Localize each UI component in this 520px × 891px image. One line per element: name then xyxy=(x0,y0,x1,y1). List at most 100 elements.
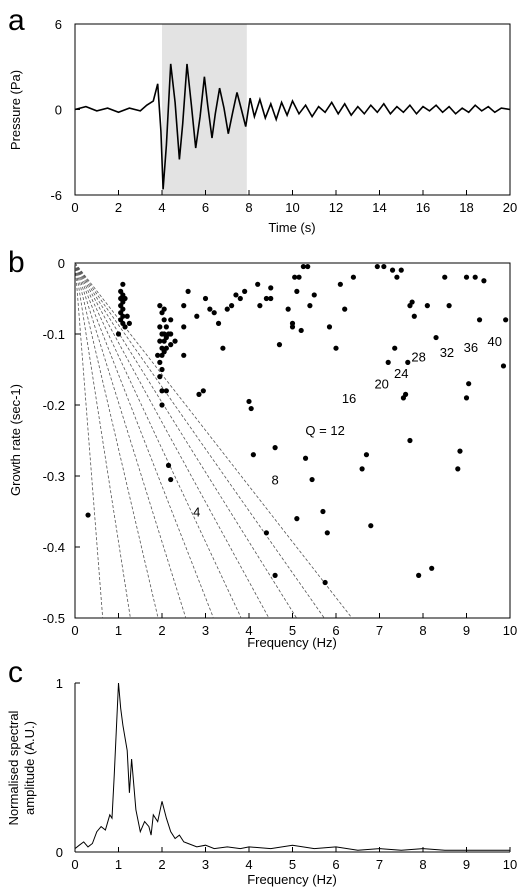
data-point xyxy=(122,295,128,302)
q-line xyxy=(74,262,104,619)
data-point xyxy=(305,263,311,270)
q-line xyxy=(74,262,187,619)
data-point xyxy=(165,462,172,468)
data-point xyxy=(472,274,478,280)
data-point xyxy=(466,381,472,387)
panel-a-letter: a xyxy=(8,4,25,37)
q-line xyxy=(74,262,325,619)
data-point xyxy=(481,278,487,284)
q-label: 36 xyxy=(464,340,478,355)
panel-c-ylabel-line2: amplitude (A.U.) xyxy=(22,721,37,815)
x-tick-label: 20 xyxy=(503,200,517,215)
data-point xyxy=(381,263,387,270)
y-tick-label: -0.3 xyxy=(43,469,65,484)
data-point xyxy=(159,402,165,408)
x-tick-label: 14 xyxy=(372,200,386,215)
spectrum-line xyxy=(74,682,510,851)
data-point xyxy=(333,345,339,351)
data-point xyxy=(196,391,202,397)
x-tick-label: 4 xyxy=(245,857,252,872)
data-point xyxy=(503,317,509,323)
x-tick-label: 6 xyxy=(332,857,339,872)
data-point xyxy=(157,338,163,344)
data-point xyxy=(263,530,269,536)
data-point xyxy=(311,292,317,298)
data-point xyxy=(429,565,435,571)
data-point xyxy=(442,274,448,280)
data-point xyxy=(389,267,396,273)
data-point xyxy=(394,274,400,280)
x-tick-label: 0 xyxy=(71,200,78,215)
x-tick-label: 9 xyxy=(463,857,470,872)
data-point xyxy=(285,306,291,312)
data-point xyxy=(326,324,333,330)
data-point xyxy=(257,303,263,309)
data-point xyxy=(161,306,167,312)
data-point xyxy=(424,303,430,309)
data-point xyxy=(168,476,174,483)
data-point xyxy=(433,334,439,341)
panel-c-ylabel-line1: Normalised spectral xyxy=(6,710,21,825)
x-tick-label: 10 xyxy=(503,857,517,872)
data-point xyxy=(337,281,343,287)
data-point xyxy=(172,338,178,344)
data-point xyxy=(309,476,315,483)
y-tick-label: 0 xyxy=(58,256,65,271)
data-point xyxy=(224,306,230,312)
data-point xyxy=(411,313,417,319)
data-point xyxy=(368,523,374,529)
q-label: 28 xyxy=(411,350,425,365)
data-point xyxy=(85,512,91,518)
data-point xyxy=(155,352,161,358)
q-label: 24 xyxy=(394,366,408,381)
data-point xyxy=(294,516,300,522)
data-point xyxy=(350,274,356,280)
y-tick-label: -0.1 xyxy=(43,327,65,342)
x-tick-label: 8 xyxy=(419,623,426,638)
data-point xyxy=(322,579,328,586)
data-point xyxy=(398,267,404,273)
data-point xyxy=(120,306,126,312)
data-point xyxy=(194,313,200,319)
q-label: 32 xyxy=(440,345,454,360)
x-tick-label: 16 xyxy=(416,200,430,215)
panel-a-ylabel: Pressure (Pa) xyxy=(8,70,23,150)
q-label: 8 xyxy=(271,473,278,488)
data-point xyxy=(446,303,452,309)
data-point xyxy=(272,445,278,451)
x-tick-label: 8 xyxy=(245,200,252,215)
data-point xyxy=(276,342,283,348)
data-point xyxy=(181,352,187,358)
data-point xyxy=(500,363,507,369)
data-point xyxy=(163,324,169,330)
x-tick-label: 5 xyxy=(289,857,296,872)
q-line xyxy=(74,262,242,619)
data-point xyxy=(163,345,169,351)
data-point xyxy=(392,345,398,351)
data-point xyxy=(272,572,278,579)
data-point xyxy=(168,342,174,348)
pressure-trace xyxy=(74,63,511,190)
data-point xyxy=(233,292,239,298)
data-point xyxy=(268,295,274,302)
x-tick-label: 4 xyxy=(158,200,165,215)
y-tick-label: 6 xyxy=(55,17,62,32)
data-point xyxy=(202,295,209,302)
data-point xyxy=(255,281,261,287)
data-point xyxy=(307,303,313,309)
data-point xyxy=(250,452,256,458)
x-tick-label: 7 xyxy=(376,623,383,638)
data-point xyxy=(296,274,302,280)
q-line xyxy=(74,262,270,619)
x-tick-label: 10 xyxy=(503,623,517,638)
x-tick-label: 1 xyxy=(115,623,122,638)
data-point xyxy=(120,313,126,319)
q-label: 4 xyxy=(193,505,200,520)
data-point xyxy=(207,306,213,312)
data-point xyxy=(302,455,309,461)
q-label: 40 xyxy=(488,334,502,349)
data-point xyxy=(298,327,304,334)
data-point xyxy=(294,288,300,294)
